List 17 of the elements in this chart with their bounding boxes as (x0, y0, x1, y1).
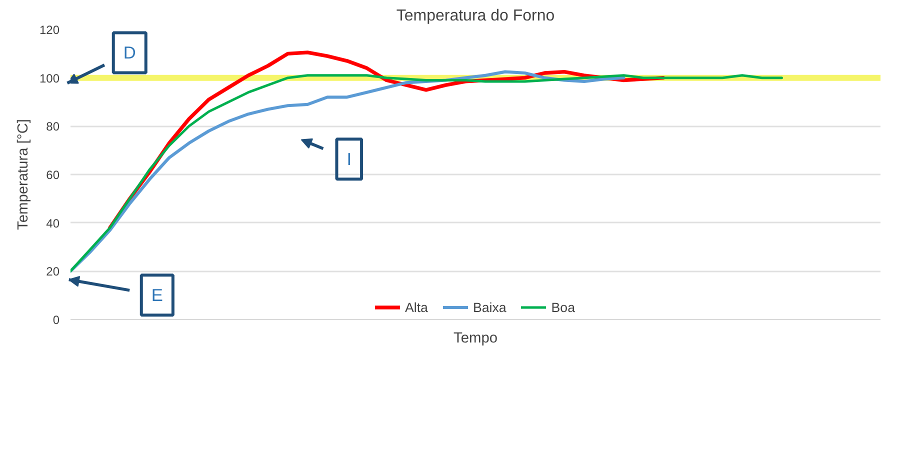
y-tick-label: 20 (46, 264, 60, 279)
annotation: D (123, 42, 136, 63)
line-series (70, 74, 783, 272)
legend-label: Alta (404, 300, 428, 314)
y-axis-title: Temperatura [°C] (15, 119, 32, 230)
x-axis-title: Tempo (454, 330, 498, 346)
y-tick-label: 40 (46, 216, 60, 230)
annotation: I (346, 149, 352, 170)
annotation: E (151, 285, 163, 306)
legend-label: Boa (551, 300, 576, 314)
y-tick-label: 80 (46, 120, 60, 134)
y-tick-label: 100 (39, 71, 60, 86)
legend-label: Baixa (472, 300, 506, 314)
chart-title: Temperatura do Forno (396, 8, 555, 24)
y-tick-label: 0 (52, 313, 60, 327)
y-tick-label: 60 (46, 168, 60, 182)
y-tick-label: 120 (39, 23, 60, 37)
